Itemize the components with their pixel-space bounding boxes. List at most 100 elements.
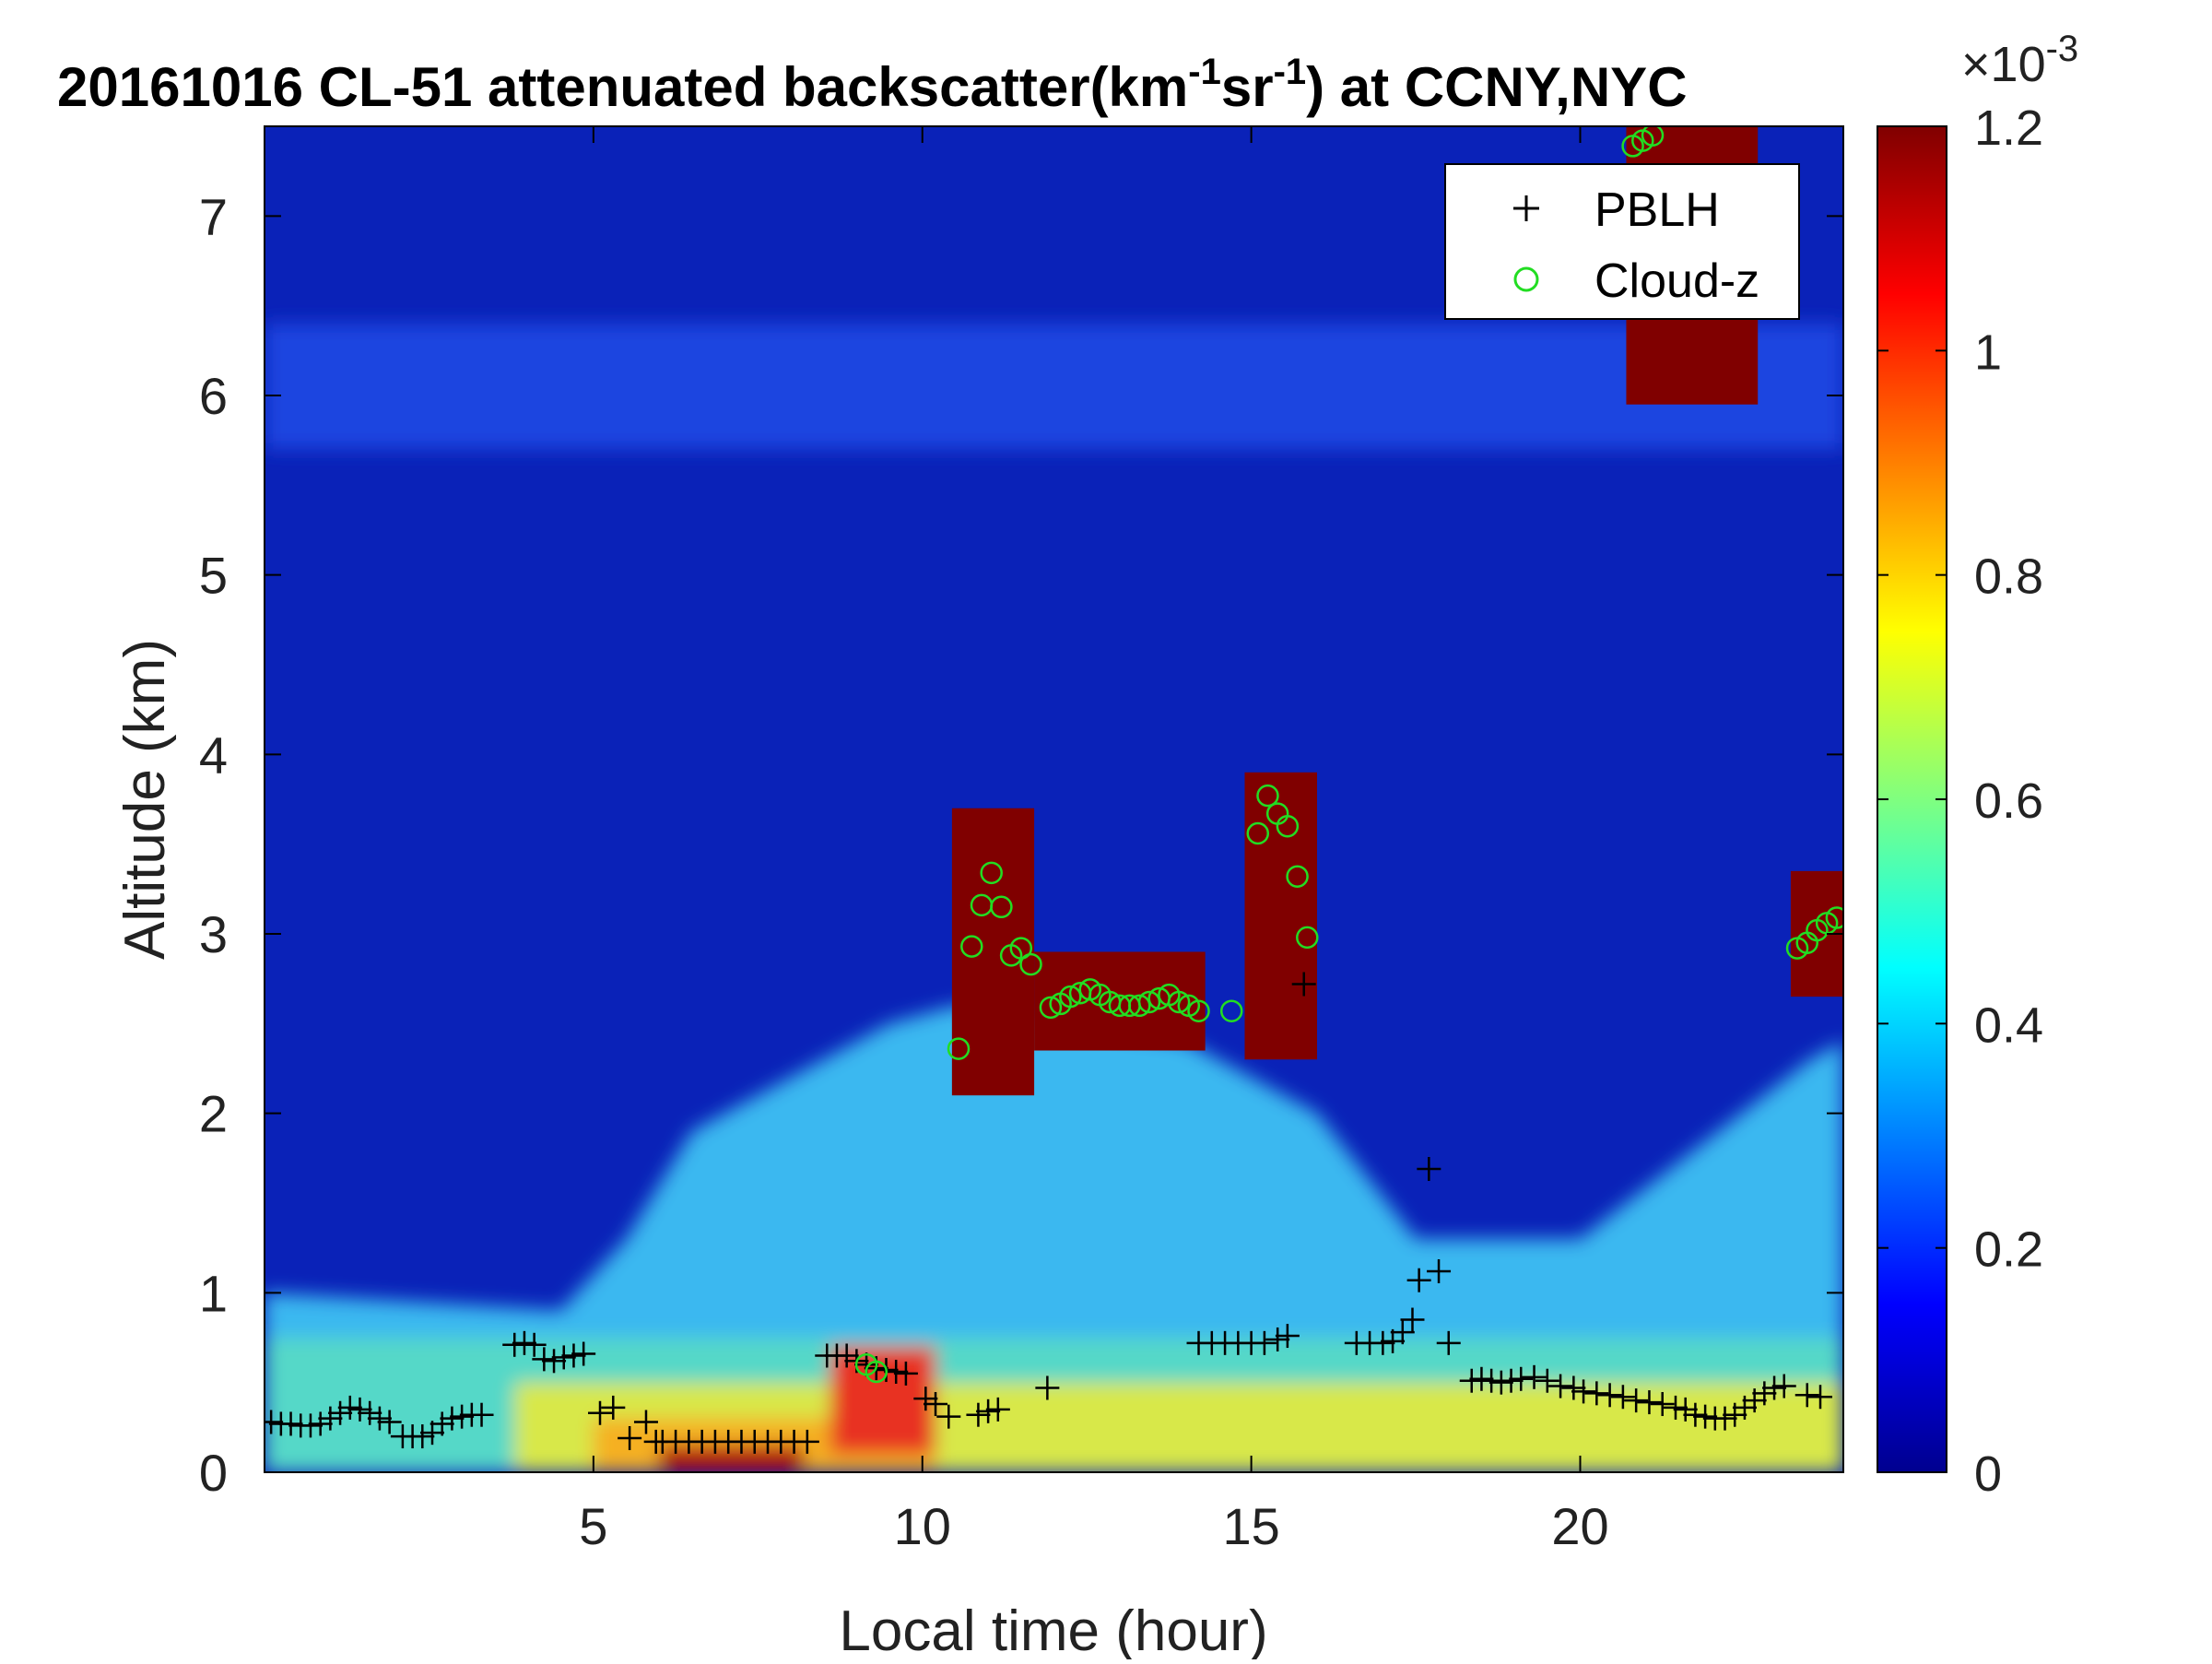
pblh-point <box>551 1345 576 1370</box>
x-axis-label: Local time (hour) <box>839 1599 1267 1659</box>
colorbar-ticks: 0 0.2 0.4 0.6 0.8 1 1.2 <box>1877 100 2043 1502</box>
pblh-point <box>618 1426 642 1451</box>
cloud-z-point <box>947 1037 971 1060</box>
y-tick-label: 4 <box>199 726 228 784</box>
x-axis: 5 10 15 20 <box>579 126 1609 1555</box>
legend-box <box>1444 163 1800 320</box>
colorbar-tick-label: 1 <box>1974 325 2002 380</box>
y-tick-label: 6 <box>199 367 228 425</box>
cloud-z-point <box>1128 994 1151 1018</box>
pblh-point <box>834 1343 859 1368</box>
pblh-point <box>571 1341 596 1366</box>
cloud-z-point <box>1219 999 1243 1022</box>
pblh-point <box>633 1410 658 1434</box>
cloud-z-point <box>1167 990 1191 1014</box>
cloud-z-point <box>865 1360 888 1384</box>
cloud-z-point <box>1137 990 1161 1014</box>
pblh-point <box>358 1400 382 1425</box>
pblh-point <box>1400 1307 1425 1332</box>
pblh-point <box>1771 1374 1796 1398</box>
cloud-z-point <box>1256 784 1279 808</box>
pblh-point <box>966 1402 991 1427</box>
pblh-point <box>1794 1383 1819 1408</box>
pblh-point <box>1624 1388 1649 1413</box>
legend-pblh-marker <box>1513 195 1539 221</box>
x-tick-label: 15 <box>1222 1497 1279 1555</box>
pblh-point <box>450 1404 475 1429</box>
pblh-point <box>308 1411 333 1436</box>
upper-aerosol-band <box>265 324 1843 450</box>
y-tick-label: 5 <box>199 547 228 605</box>
pblh-point <box>1371 1330 1395 1355</box>
cloud-z-point <box>1296 926 1319 950</box>
x-tick-label: 5 <box>579 1497 607 1555</box>
cloud-z-point <box>1246 821 1270 845</box>
cloud-z-point <box>1825 906 1843 929</box>
pblh-point <box>1275 1324 1300 1349</box>
pblh-point <box>367 1406 392 1431</box>
pblh-point <box>1752 1381 1777 1406</box>
pblh-point <box>1469 1366 1494 1391</box>
pblh-point <box>1808 1385 1833 1410</box>
cloud-z-point <box>1019 952 1042 976</box>
pblh-point <box>1673 1397 1698 1422</box>
pblh-point <box>561 1343 586 1368</box>
pblh-point <box>1522 1364 1547 1389</box>
y-axis-label: Altitude (km) <box>113 639 177 960</box>
y-tick-label: 1 <box>199 1264 228 1322</box>
pblh-point <box>985 1397 1010 1422</box>
pblh-point <box>522 1332 547 1357</box>
pblh-point <box>512 1330 536 1355</box>
legend-cloud-marker <box>1513 266 1539 292</box>
pblh-point <box>265 1410 284 1434</box>
pblh-point <box>936 1404 961 1429</box>
pblh-point <box>1406 1268 1431 1292</box>
morning-core <box>659 1445 805 1472</box>
cloud-z-point <box>1039 996 1063 1020</box>
aerosol-layer <box>265 324 1843 1472</box>
pblh-point <box>1390 1320 1415 1345</box>
pblh-point <box>377 1410 402 1434</box>
pblh-point <box>1035 1375 1060 1400</box>
pblh-point <box>347 1397 372 1422</box>
pblh-point <box>1265 1327 1290 1351</box>
pblh-point <box>884 1359 909 1384</box>
pblh-point <box>1436 1330 1461 1355</box>
pblh-point <box>1535 1368 1559 1393</box>
pblh-point <box>913 1387 938 1411</box>
pblh-point <box>278 1411 303 1436</box>
pblh-point <box>1427 1258 1452 1283</box>
pblh-point <box>601 1395 626 1420</box>
pblh-point <box>1597 1383 1622 1408</box>
colorbar-tick-label: 0.4 <box>1974 997 2043 1053</box>
pblh-point <box>1637 1390 1662 1415</box>
pblh-point <box>1693 1404 1718 1429</box>
cloud-z-series <box>854 126 1843 1384</box>
colorbar-tick-label: 0.8 <box>1974 549 2043 605</box>
pblh-point <box>1417 1157 1441 1182</box>
pblh-point <box>318 1406 343 1431</box>
pblh-point <box>440 1406 465 1431</box>
pblh-point <box>1499 1368 1524 1393</box>
y-tick-label: 0 <box>199 1444 228 1502</box>
pblh-point <box>976 1398 1001 1423</box>
cloud-z-point <box>980 861 1003 885</box>
pblh-point <box>337 1395 362 1420</box>
pblh-point <box>1291 972 1316 997</box>
pblh-point <box>1584 1381 1609 1406</box>
pblh-point <box>532 1347 557 1372</box>
y-axis: 0 1 2 3 4 5 6 7 <box>199 187 1843 1502</box>
y-tick-label: 2 <box>199 1085 228 1143</box>
cloud-z-point <box>1059 985 1082 1009</box>
pblh-point <box>410 1424 435 1449</box>
pblh-point <box>1548 1374 1573 1398</box>
y-tick-label: 3 <box>199 905 228 963</box>
pblh-point <box>1663 1395 1688 1420</box>
plot-frame <box>264 125 1844 1473</box>
colorbar-tick-label: 0 <box>1974 1446 2002 1502</box>
pblh-point <box>588 1400 613 1425</box>
y-tick-label: 7 <box>199 187 228 245</box>
colorbar-tick-label: 1.2 <box>1974 100 2043 156</box>
